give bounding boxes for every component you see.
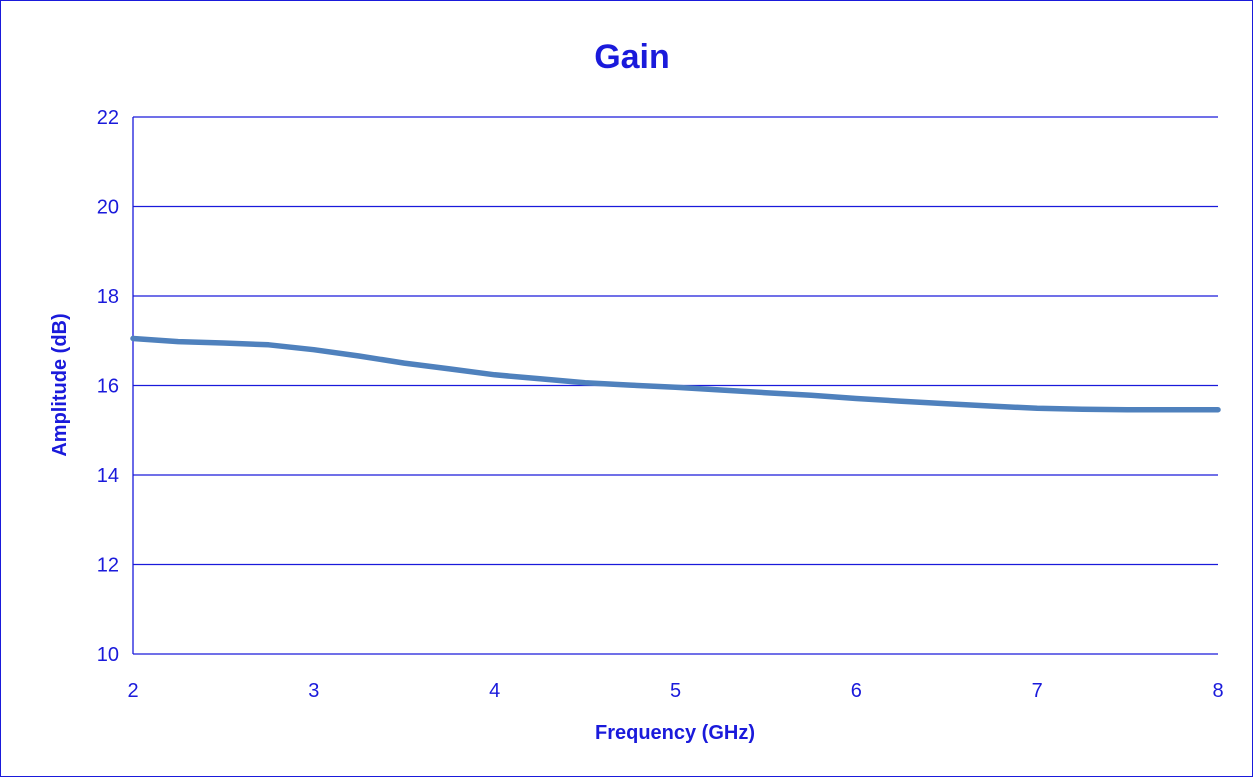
chart-title: Gain: [594, 38, 670, 76]
series-line: [130, 335, 1221, 413]
y-axis-title: Amplitude (dB): [49, 313, 71, 456]
y-tick-label: 18: [97, 286, 119, 308]
x-tick-label: 5: [670, 680, 681, 702]
y-tick-label: 20: [97, 197, 119, 219]
y-tick-label: 12: [97, 555, 119, 577]
y-tick-labels: 10 12 14 16 18 20 22: [97, 107, 119, 666]
x-axis-title: Frequency (GHz): [595, 722, 755, 744]
y-tick-label: 16: [97, 376, 119, 398]
x-tick-label: 4: [489, 680, 500, 702]
x-tick-label: 3: [308, 680, 319, 702]
x-tick-label: 7: [1032, 680, 1043, 702]
y-tick-label: 22: [97, 107, 119, 129]
series-group: [130, 335, 1221, 413]
y-tick-label: 14: [97, 465, 119, 487]
y-tick-label: 10: [97, 644, 119, 666]
grid-lines: [132, 116, 1218, 655]
x-tick-label: 6: [851, 680, 862, 702]
x-tick-label: 8: [1212, 680, 1223, 702]
x-tick-label: 2: [127, 680, 138, 702]
x-tick-labels: 2 3 4 5 6 7 8: [127, 680, 1223, 702]
